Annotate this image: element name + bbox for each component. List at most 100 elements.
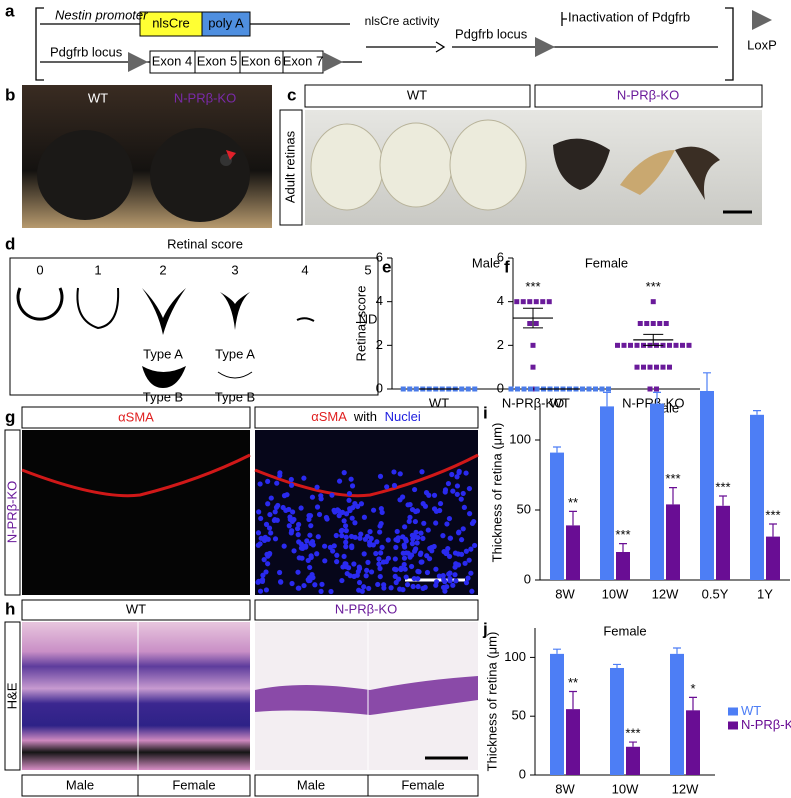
- point: [641, 364, 646, 370]
- nucleus: [361, 514, 368, 520]
- bar: [566, 709, 580, 775]
- nucleus: [291, 548, 297, 554]
- bar: [610, 667, 624, 775]
- nucleus: [261, 557, 267, 563]
- point: [599, 386, 605, 392]
- nucleus: [377, 473, 384, 479]
- error-bar: [669, 487, 677, 505]
- nucleus: [466, 485, 473, 492]
- loxp-legend: [752, 10, 772, 30]
- nucleus: [296, 521, 302, 528]
- nucleus: [333, 532, 339, 539]
- error-bar: [719, 495, 727, 506]
- type-label: Type B: [143, 389, 183, 404]
- nucleus: [379, 509, 385, 516]
- nucleus: [265, 478, 271, 485]
- nucleus: [351, 573, 357, 579]
- nucleus: [468, 546, 474, 552]
- nucleus: [290, 509, 296, 515]
- panel-label: f: [504, 257, 510, 276]
- nucleus: [314, 504, 321, 510]
- nucleus: [358, 531, 364, 537]
- retina: [620, 150, 675, 195]
- y-axis-label: Thickness of retina (μm): [489, 423, 504, 563]
- nucleus: [318, 496, 324, 502]
- nucleus: [395, 576, 402, 582]
- nucleus: [454, 474, 460, 480]
- label: ND: [359, 311, 378, 326]
- point: [530, 342, 536, 348]
- nucleus: [385, 537, 391, 543]
- nucleus: [318, 588, 324, 594]
- panel-c: WT N-PRβ-KO Adult retinas: [279, 84, 763, 226]
- error-bar: [629, 741, 637, 747]
- nucleus: [358, 501, 365, 507]
- nucleus: [453, 578, 459, 584]
- nucleus: [266, 525, 273, 531]
- header-box: [254, 599, 479, 621]
- error-bar: [553, 446, 561, 453]
- point: [667, 342, 672, 348]
- score: 1: [94, 262, 101, 277]
- point: [586, 386, 592, 392]
- nucleus: [341, 470, 347, 476]
- nucleus: [342, 523, 349, 529]
- point: [606, 386, 611, 392]
- nucleus: [407, 514, 413, 520]
- nucleus: [274, 517, 280, 523]
- point: [520, 299, 526, 305]
- point: [660, 364, 666, 370]
- nucleus: [350, 505, 356, 511]
- nucleus: [379, 544, 385, 550]
- nucleus: [433, 520, 439, 526]
- point: [465, 386, 471, 392]
- significance: ***: [646, 279, 661, 294]
- nucleus: [413, 546, 419, 552]
- nucleus: [401, 555, 408, 561]
- nucleus: [263, 521, 270, 527]
- panel-a: Nestin promoter nlsCre poly A Pdgfrb loc…: [35, 7, 777, 81]
- point: [546, 299, 552, 305]
- point: [667, 364, 672, 370]
- y-tick-label: 100: [504, 649, 526, 664]
- point: [515, 386, 520, 392]
- bar: [686, 710, 700, 775]
- nucleus: [442, 579, 448, 585]
- point: [527, 321, 533, 326]
- bar: [616, 552, 630, 580]
- side-box: [4, 621, 21, 771]
- significance: ***: [615, 527, 630, 542]
- nucleus: [415, 583, 421, 590]
- nucleus: [356, 587, 362, 593]
- nucleus: [346, 490, 353, 497]
- nucleus: [308, 540, 314, 547]
- x-tick-label: N-PRβ-KO: [622, 395, 684, 410]
- chart-title: Female: [603, 623, 646, 638]
- nucleus: [352, 534, 358, 540]
- panel-label: j: [482, 619, 488, 638]
- retina: [379, 122, 453, 208]
- point: [673, 342, 679, 348]
- nucleus: [415, 534, 421, 541]
- nucleus: [298, 505, 304, 511]
- nucleus: [460, 490, 466, 497]
- nucleus: [307, 564, 313, 571]
- header-box: [304, 84, 531, 108]
- nucleus: [351, 561, 357, 567]
- exon-label: Exon 4: [152, 53, 192, 68]
- nucleus: [257, 588, 264, 594]
- label: Nestin promoter: [55, 7, 148, 22]
- nucleus: [471, 542, 478, 549]
- nucleus: [275, 502, 281, 509]
- bar: [716, 505, 730, 580]
- nucleus: [468, 570, 474, 576]
- nucleus: [431, 492, 438, 498]
- nucleus: [400, 587, 406, 593]
- arrow-label: nlsCre activity: [364, 14, 440, 28]
- nucleus: [257, 481, 263, 487]
- nucleus: [281, 543, 287, 549]
- shape: [217, 371, 253, 379]
- nucleus: [256, 578, 262, 584]
